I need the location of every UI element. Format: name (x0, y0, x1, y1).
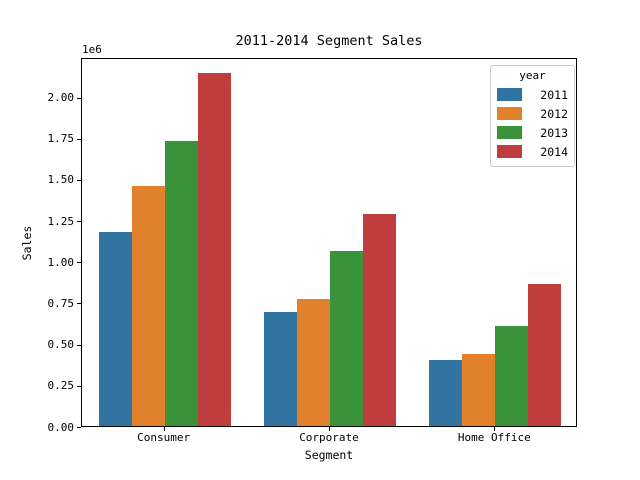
x-axis-label: Segment (304, 448, 354, 462)
x-tick-label: Corporate (299, 431, 359, 444)
bar-consumer-2014 (197, 73, 231, 426)
bar-home-office-2013 (495, 325, 529, 426)
x-tick-mark (163, 427, 165, 431)
legend-item-2013: 2013 (497, 123, 568, 142)
x-tick-label: Home Office (457, 431, 531, 444)
bar-home-office-2012 (462, 353, 496, 426)
y-tick-label: 0.25 (47, 379, 75, 393)
y-tick-mark (77, 344, 81, 346)
y-tick-mark (77, 427, 81, 428)
y-tick-label: 1.25 (47, 214, 75, 228)
y-tick-label: 0.00 (47, 420, 75, 434)
bar-home-office-2011 (429, 360, 463, 426)
bar-home-office-2014 (528, 284, 562, 426)
y-tick-label: 2.00 (47, 91, 75, 105)
legend: year 2011 2012 2013 2014 (490, 65, 575, 167)
legend-label: 2012 (540, 106, 568, 121)
y-tick-label: 0.50 (47, 338, 75, 352)
y-tick-mark (77, 262, 81, 264)
y-axis-offset-label: 1e6 (82, 43, 102, 56)
legend-swatch-icon (497, 107, 522, 120)
bar-corporate-2012 (296, 299, 330, 426)
y-tick-mark (77, 303, 81, 305)
x-tick-label: Consumer (137, 431, 191, 444)
bar-consumer-2013 (164, 141, 198, 426)
y-tick-label: 1.50 (47, 173, 75, 187)
bar-corporate-2013 (330, 251, 364, 426)
chart-title: 2011-2014 Segment Sales (235, 33, 423, 49)
y-tick-label: 0.75 (47, 296, 75, 310)
bar-consumer-2012 (131, 185, 165, 426)
legend-title: year (519, 69, 546, 82)
legend-item-2012: 2012 (497, 104, 568, 123)
legend-label: 2014 (540, 144, 568, 159)
legend-label: 2011 (540, 87, 568, 102)
bar-consumer-2011 (98, 231, 132, 426)
y-tick-mark (77, 179, 81, 181)
legend-swatch-icon (497, 126, 522, 139)
legend-swatch-icon (497, 88, 522, 101)
x-tick-mark (494, 427, 496, 431)
y-tick-mark (77, 385, 81, 387)
y-axis-label: Sales (20, 225, 34, 261)
y-tick-label: 1.00 (47, 255, 75, 269)
bar-corporate-2011 (263, 312, 297, 426)
y-tick-mark (77, 97, 81, 99)
y-tick-mark (77, 138, 81, 140)
legend-label: 2013 (540, 125, 568, 140)
legend-swatch-icon (497, 145, 522, 158)
legend-item-2011: 2011 (497, 85, 568, 104)
y-tick-mark (77, 221, 81, 223)
legend-rows: 2011 2012 2013 2014 (497, 85, 568, 161)
x-tick-mark (329, 427, 330, 431)
y-tick-label: 1.75 (47, 132, 75, 146)
bar-corporate-2014 (363, 213, 397, 426)
legend-item-2014: 2014 (497, 142, 568, 161)
